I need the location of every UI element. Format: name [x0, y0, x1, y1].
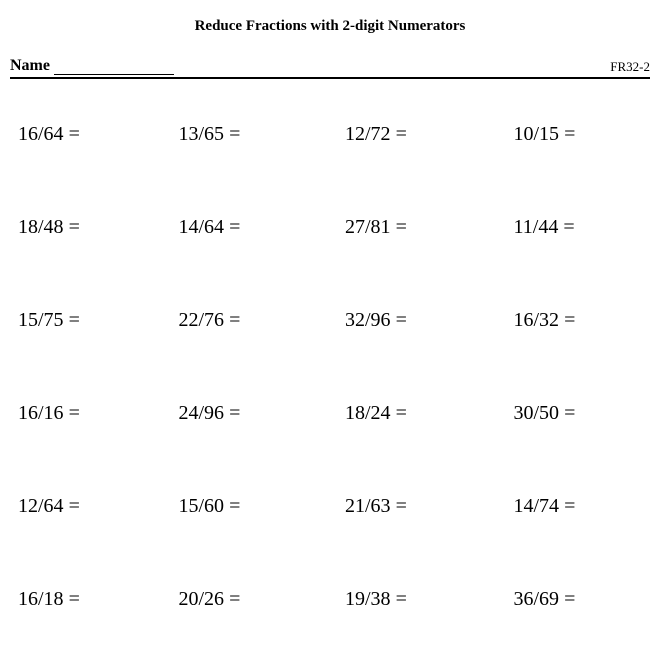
problem-cell: 22/76 =	[155, 309, 316, 332]
problem-cell: 11/44 =	[482, 216, 651, 239]
problem-cell: 18/24 =	[315, 402, 482, 425]
problem-cell: 16/16 =	[10, 402, 155, 425]
problem-row: 16/64 = 13/65 = 12/72 = 10/15 =	[10, 123, 650, 146]
sheet-code: FR32-2	[610, 59, 650, 75]
problem-cell: 16/18 =	[10, 588, 155, 611]
problem-row: 18/48 = 14/64 = 27/81 = 11/44 =	[10, 216, 650, 239]
problem-cell: 12/72 =	[315, 123, 482, 146]
problem-row: 16/16 = 24/96 = 18/24 = 30/50 =	[10, 402, 650, 425]
problem-cell: 13/65 =	[155, 123, 316, 146]
problem-cell: 15/60 =	[155, 495, 316, 518]
problem-cell: 21/63 =	[315, 495, 482, 518]
problem-cell: 14/74 =	[482, 495, 651, 518]
problem-cell: 24/96 =	[155, 402, 316, 425]
problem-cell: 12/64 =	[10, 495, 155, 518]
problem-cell: 30/50 =	[482, 402, 651, 425]
problem-cell: 27/81 =	[315, 216, 482, 239]
problem-cell: 36/69 =	[482, 588, 651, 611]
problem-cell: 10/15 =	[482, 123, 651, 146]
name-input-line[interactable]	[54, 61, 174, 75]
problem-cell: 16/32 =	[482, 309, 651, 332]
name-label: Name	[10, 57, 50, 75]
problem-cell: 16/64 =	[10, 123, 155, 146]
problem-row: 12/64 = 15/60 = 21/63 = 14/74 =	[10, 495, 650, 518]
page-title: Reduce Fractions with 2-digit Numerators	[10, 18, 650, 35]
problem-cell: 14/64 =	[155, 216, 316, 239]
problem-grid: 16/64 = 13/65 = 12/72 = 10/15 = 18/48 = …	[10, 123, 650, 611]
name-block: Name	[10, 57, 174, 75]
problem-cell: 20/26 =	[155, 588, 316, 611]
problem-row: 15/75 = 22/76 = 32/96 = 16/32 =	[10, 309, 650, 332]
problem-cell: 19/38 =	[315, 588, 482, 611]
problem-row: 16/18 = 20/26 = 19/38 = 36/69 =	[10, 588, 650, 611]
problem-cell: 32/96 =	[315, 309, 482, 332]
problem-cell: 15/75 =	[10, 309, 155, 332]
problem-cell: 18/48 =	[10, 216, 155, 239]
worksheet-page: Reduce Fractions with 2-digit Numerators…	[0, 0, 660, 641]
header-row: Name FR32-2	[10, 57, 650, 79]
